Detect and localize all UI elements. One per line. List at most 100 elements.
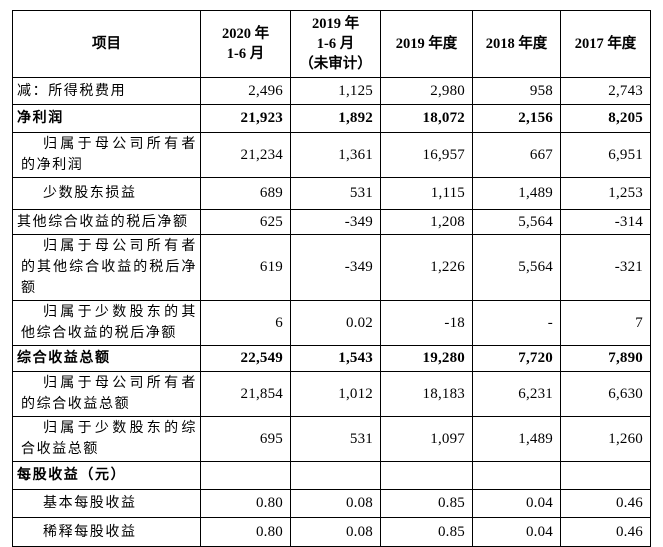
cell-value: 19,280 [380,345,473,372]
cell-value: 0.85 [380,489,473,518]
cell-value [560,461,651,490]
cell-value: 22,549 [200,345,291,372]
cell-value: 21,234 [200,132,291,178]
cell-value: 6,951 [560,132,651,178]
header-row: 项目 2020 年 1-6 月 2019 年 1-6 月 （未审计） 2019 … [12,10,651,78]
cell-value: 6 [200,300,291,346]
cell-value: 18,072 [380,104,473,133]
cell-value: 7,890 [560,345,651,372]
cell-value: - [472,300,561,346]
cell-value: 21,854 [200,371,291,417]
cell-value: -349 [290,234,381,301]
cell-value: 1,892 [290,104,381,133]
cell-value: 21,923 [200,104,291,133]
header-line: 1-6 月 [316,36,355,52]
cell-value: 958 [472,77,561,105]
cell-value: 0.08 [290,517,381,547]
cell-value: 0.04 [472,517,561,547]
cell-value: 18,183 [380,371,473,417]
column-header-2020-h1: 2020 年 1-6 月 [200,10,291,78]
row-label: 归属于母公司所有者的综合收益总额 [12,371,201,417]
row-label: 归属于少数股东的其他综合收益的税后净额 [12,300,201,346]
table-row: 归属于母公司所有者的综合收益总额 21,854 1,012 18,183 6,2… [12,371,651,417]
cell-value: 1,012 [290,371,381,417]
cell-value: 1,253 [560,177,651,210]
cell-value: 695 [200,416,291,462]
table-row: 归属于母公司所有者的其他综合收益的税后净额 619 -349 1,226 5,5… [12,234,651,301]
table-row: 减：所得税费用 2,496 1,125 2,980 958 2,743 [12,77,651,105]
cell-value: 16,957 [380,132,473,178]
cell-value: 0.80 [200,517,291,547]
table-row: 归属于母公司所有者的净利润 21,234 1,361 16,957 667 6,… [12,132,651,178]
cell-value: 5,564 [472,234,561,301]
cell-value: 1,260 [560,416,651,462]
cell-value: -314 [560,209,651,235]
cell-value: 2,156 [472,104,561,133]
cell-value [380,461,473,490]
column-header-item: 项目 [12,10,201,78]
cell-value: 1,226 [380,234,473,301]
row-label: 综合收益总额 [12,345,201,372]
cell-value: 2,980 [380,77,473,105]
header-line: 2019 年 [311,16,360,32]
cell-value: 1,489 [472,177,561,210]
cell-value: 2,496 [200,77,291,105]
column-header-2017: 2017 年度 [560,10,651,78]
row-label: 归属于母公司所有者的净利润 [12,132,201,178]
row-label: 每股收益（元） [12,461,201,490]
table-row: 综合收益总额 22,549 1,543 19,280 7,720 7,890 [12,345,651,372]
cell-value: 619 [200,234,291,301]
table-row: 归属于少数股东的其他综合收益的税后净额 6 0.02 -18 - 7 [12,300,651,346]
cell-value: 0.04 [472,489,561,518]
row-label: 其他综合收益的税后净额 [12,209,201,235]
row-label: 归属于少数股东的综合收益总额 [12,416,201,462]
cell-value: 0.46 [560,517,651,547]
cell-value: 689 [200,177,291,210]
cell-value: 1,208 [380,209,473,235]
cell-value: 6,630 [560,371,651,417]
cell-value: 1,097 [380,416,473,462]
table-row: 每股收益（元） [12,461,651,490]
cell-value: 1,543 [290,345,381,372]
cell-value: 667 [472,132,561,178]
row-label: 减：所得税费用 [12,77,201,105]
table-row: 少数股东损益 689 531 1,115 1,489 1,253 [12,177,651,210]
cell-value: 6,231 [472,371,561,417]
cell-value [200,461,291,490]
cell-value: 0.02 [290,300,381,346]
column-header-2019: 2019 年度 [380,10,473,78]
row-label: 稀释每股收益 [12,517,201,547]
table-row: 基本每股收益 0.80 0.08 0.85 0.04 0.46 [12,489,651,518]
table-row: 归属于少数股东的综合收益总额 695 531 1,097 1,489 1,260 [12,416,651,462]
cell-value: -349 [290,209,381,235]
table-row: 稀释每股收益 0.80 0.08 0.85 0.04 0.46 [12,517,651,547]
cell-value: 1,115 [380,177,473,210]
cell-value: 7 [560,300,651,346]
cell-value: 1,361 [290,132,381,178]
table-row: 净利润 21,923 1,892 18,072 2,156 8,205 [12,104,651,133]
cell-value: 7,720 [472,345,561,372]
header-line: 1-6 月 [226,46,265,62]
row-label: 少数股东损益 [12,177,201,210]
table-row: 其他综合收益的税后净额 625 -349 1,208 5,564 -314 [12,209,651,235]
header-line: （未审计） [299,56,372,72]
cell-value: 1,489 [472,416,561,462]
cell-value: 531 [290,177,381,210]
cell-value [472,461,561,490]
row-label: 净利润 [12,104,201,133]
header-line: 2020 年 [221,26,270,42]
column-header-2018: 2018 年度 [472,10,561,78]
cell-value: -18 [380,300,473,346]
cell-value: 2,743 [560,77,651,105]
cell-value: 0.80 [200,489,291,518]
cell-value: 625 [200,209,291,235]
row-label: 基本每股收益 [12,489,201,518]
cell-value: 0.08 [290,489,381,518]
income-statement-table: 项目 2020 年 1-6 月 2019 年 1-6 月 （未审计） 2019 … [12,10,651,547]
cell-value: 5,564 [472,209,561,235]
cell-value: 8,205 [560,104,651,133]
cell-value: 531 [290,416,381,462]
cell-value: 0.46 [560,489,651,518]
cell-value [290,461,381,490]
cell-value: 1,125 [290,77,381,105]
